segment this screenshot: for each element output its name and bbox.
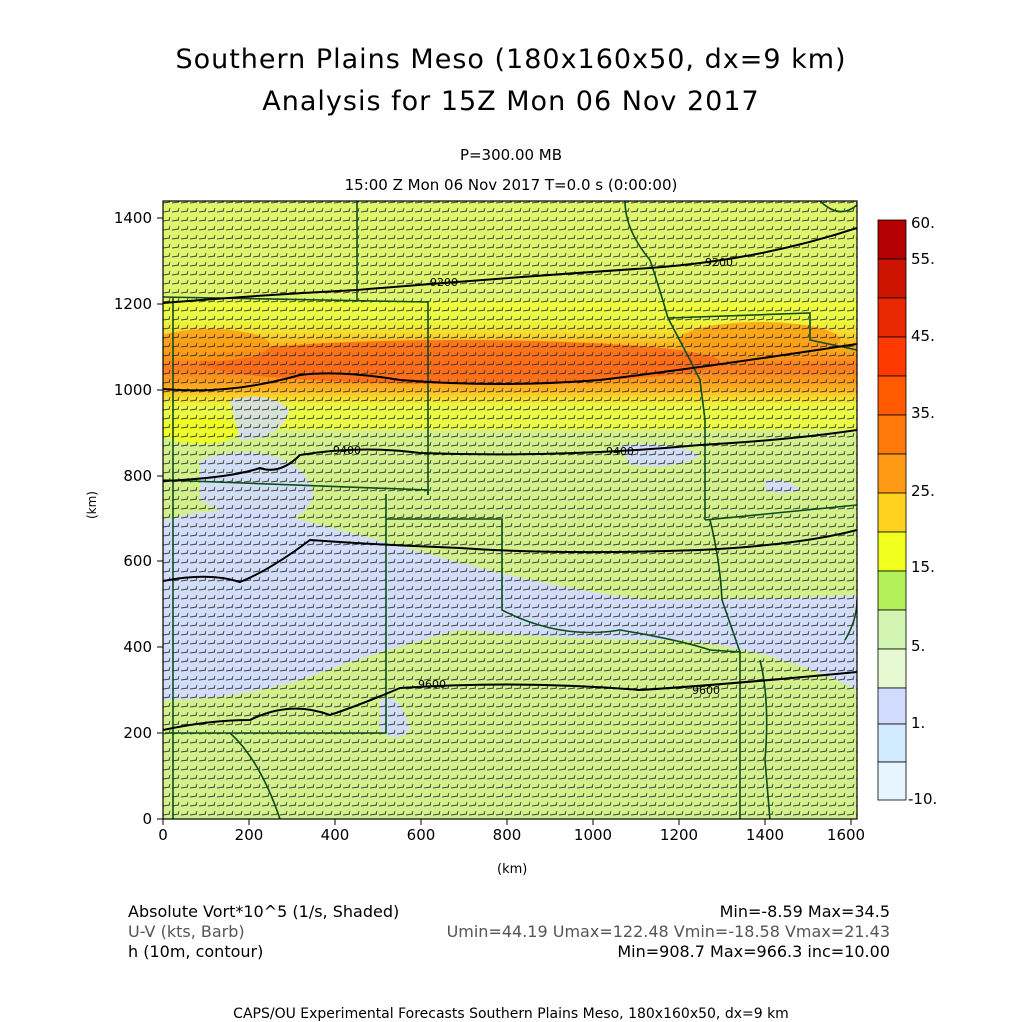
x-axis-label: (km) [497, 862, 528, 877]
y-tick-label: 400 [123, 638, 152, 656]
legend-colorbar [877, 219, 907, 801]
legend-label: 1. [911, 714, 926, 732]
valid-time: 15:00 Z Mon 06 Nov 2017 T=0.0 s (0:00:00… [344, 176, 678, 194]
contour-label: 9400 [606, 445, 634, 458]
legend-label: 35. [911, 404, 935, 422]
legend-label: 25. [911, 482, 935, 500]
vorticity-shading [163, 201, 857, 819]
y-tick-label: 1000 [113, 381, 152, 399]
map-title-line1: Southern Plains Meso (180x160x50, dx=9 k… [175, 44, 847, 75]
map-title-line2: Analysis for 15Z Mon 06 Nov 2017 [262, 86, 760, 117]
contour-label: 9600 [418, 678, 446, 691]
legend-label: 55. [911, 250, 935, 268]
y-tick-label: 1200 [113, 295, 152, 313]
legend-label: -10. [908, 790, 938, 808]
y-tick-label: 200 [123, 724, 152, 742]
height-contours [163, 227, 857, 731]
x-tick-label: 1000 [573, 826, 613, 844]
legend-label: 5. [911, 637, 926, 655]
y-tick-label: 0 [142, 810, 152, 828]
legend-label: 60. [911, 214, 935, 232]
axis-ticks [157, 217, 852, 825]
field-contour-name: h (10m, contour) [128, 942, 264, 961]
field-barb-name: U-V (kts, Barb) [128, 922, 245, 941]
y-tick-label: 1400 [113, 209, 152, 227]
x-tick-label: 1600 [826, 826, 866, 844]
x-tick-label: 0 [158, 826, 168, 844]
legend-label: 15. [911, 558, 935, 576]
x-tick-label: 1400 [745, 826, 785, 844]
state-borders [163, 201, 857, 819]
field-contour-stats: Min=908.7 Max=966.3 inc=10.00 [617, 942, 890, 961]
x-tick-label: 200 [234, 826, 264, 844]
x-tick-label: 1200 [659, 826, 699, 844]
y-axis-label: (km) [85, 490, 100, 520]
contour-label: 9600 [692, 684, 720, 697]
contour-label: 9400 [333, 444, 361, 457]
footer-credit: CAPS/OU Experimental Forecasts Southern … [233, 1006, 789, 1022]
pressure-level: P=300.00 MB [459, 146, 563, 164]
y-tick-label: 600 [123, 552, 152, 570]
x-tick-label: 400 [320, 826, 350, 844]
x-tick-label: 600 [406, 826, 436, 844]
field-shaded-stats: Min=-8.59 Max=34.5 [719, 902, 890, 921]
x-tick-label: 800 [492, 826, 522, 844]
contour-label: 9200 [705, 256, 733, 269]
contour-label: 9200 [430, 276, 458, 289]
field-shaded-name: Absolute Vort*10^5 (1/s, Shaded) [128, 902, 400, 921]
legend-label: 45. [911, 327, 935, 345]
plot-frame [162, 200, 858, 820]
field-barb-stats: Umin=44.19 Umax=122.48 Vmin=-18.58 Vmax=… [446, 922, 890, 941]
y-tick-label: 800 [123, 467, 152, 485]
